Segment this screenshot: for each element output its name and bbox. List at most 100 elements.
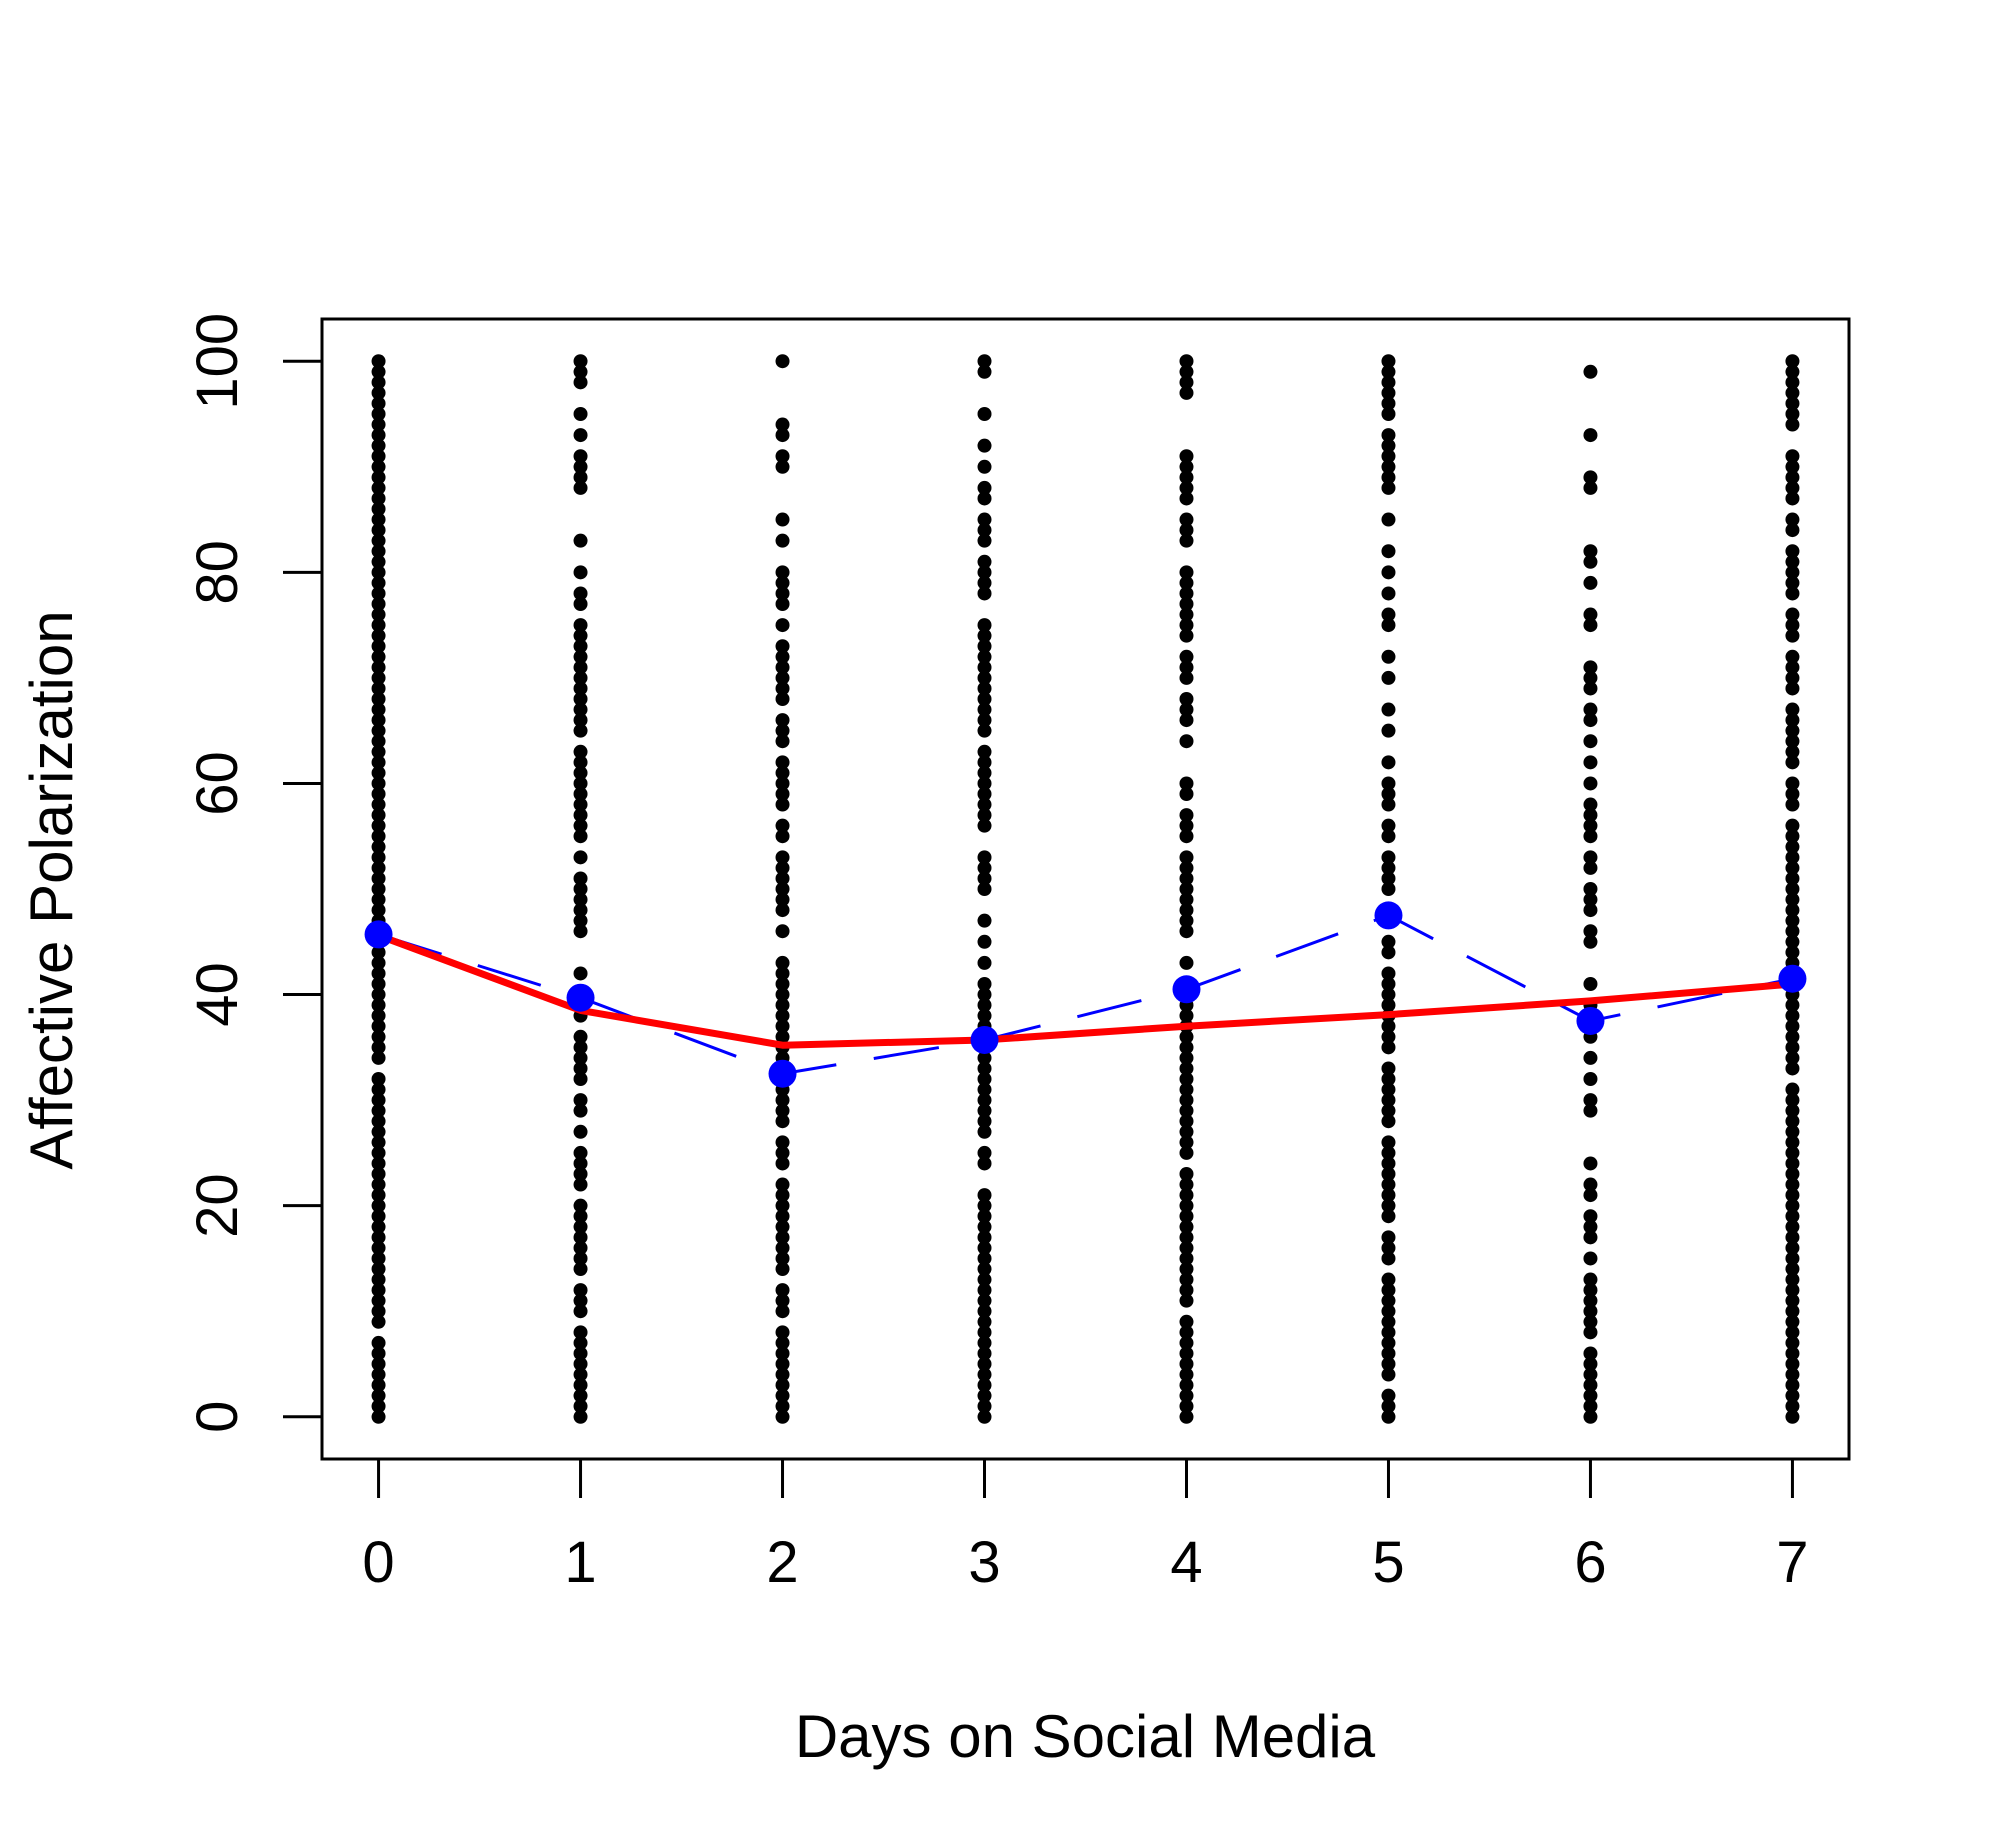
data-point — [371, 670, 386, 685]
data-point — [1381, 1198, 1396, 1213]
data-point — [775, 660, 790, 675]
data-point — [977, 491, 992, 506]
data-point — [1583, 702, 1598, 717]
data-point — [573, 797, 588, 812]
mean-point — [1172, 975, 1201, 1004]
data-point — [573, 1293, 588, 1308]
x-axis-title: Days on Social Media — [795, 1703, 1376, 1770]
data-point — [1583, 1177, 1598, 1192]
data-point — [1179, 649, 1194, 664]
data-point — [371, 364, 386, 379]
data-point — [1785, 1357, 1800, 1371]
data-point — [775, 575, 790, 590]
data-point — [573, 586, 588, 601]
data-point — [1785, 892, 1800, 907]
data-point — [775, 1114, 790, 1129]
data-point — [1785, 702, 1800, 717]
data-point — [977, 1082, 992, 1097]
data-point — [1785, 903, 1800, 918]
data-point — [1381, 1093, 1396, 1108]
data-point — [371, 998, 386, 1013]
data-point — [1583, 892, 1598, 907]
data-point — [573, 1240, 588, 1255]
data-point — [1179, 354, 1194, 369]
data-point — [1785, 1409, 1800, 1424]
data-point — [1583, 1050, 1598, 1065]
data-point — [1381, 1357, 1396, 1371]
data-point — [775, 354, 790, 369]
data-point — [775, 1209, 790, 1224]
scatter-points — [371, 354, 1800, 1424]
data-point — [1583, 1219, 1598, 1234]
data-point — [1583, 607, 1598, 622]
data-point — [371, 1283, 386, 1298]
data-point — [1381, 1230, 1396, 1245]
data-point — [775, 417, 790, 432]
data-point — [977, 913, 992, 928]
data-point — [1179, 1008, 1194, 1023]
data-point — [1179, 787, 1194, 801]
data-point — [977, 797, 992, 812]
data-point — [977, 639, 992, 654]
data-point — [371, 544, 386, 559]
data-point — [371, 818, 386, 833]
data-point — [1381, 850, 1396, 865]
data-point — [1179, 533, 1194, 548]
data-point — [977, 765, 992, 780]
data-point — [1785, 1061, 1800, 1076]
data-point — [977, 998, 992, 1013]
y-tick-label: 40 — [185, 962, 250, 1027]
data-point — [1381, 1314, 1396, 1329]
data-point — [1179, 913, 1194, 928]
data-point — [977, 1093, 992, 1108]
data-point — [1179, 1409, 1194, 1424]
data-point — [371, 1114, 386, 1129]
data-point — [371, 660, 386, 675]
data-point — [775, 597, 790, 611]
data-point — [1179, 882, 1194, 896]
data-point — [371, 607, 386, 622]
data-point — [1785, 628, 1800, 643]
data-point — [977, 1251, 992, 1266]
data-point — [1583, 808, 1598, 823]
data-point — [1381, 1061, 1396, 1076]
data-point — [573, 1029, 588, 1044]
data-point — [1179, 1198, 1194, 1213]
data-point — [573, 903, 588, 918]
data-point — [977, 1304, 992, 1319]
data-point — [1785, 1293, 1800, 1308]
data-point — [1381, 860, 1396, 875]
data-point — [1179, 1040, 1194, 1055]
data-point — [573, 480, 588, 495]
data-point — [1583, 1346, 1598, 1361]
data-point — [977, 1103, 992, 1118]
data-point — [1583, 1357, 1598, 1371]
data-point — [573, 765, 588, 780]
data-point — [371, 586, 386, 601]
data-point — [1381, 882, 1396, 896]
data-point — [977, 628, 992, 643]
data-point — [1381, 459, 1396, 474]
data-point — [371, 1019, 386, 1034]
data-point — [1381, 1156, 1396, 1171]
data-point — [371, 491, 386, 506]
data-point — [371, 1040, 386, 1055]
data-point — [1381, 934, 1396, 949]
data-point — [371, 1082, 386, 1097]
data-point — [1583, 934, 1598, 949]
data-point — [1785, 723, 1800, 738]
data-point — [573, 850, 588, 865]
data-point — [1583, 924, 1598, 939]
data-point — [775, 670, 790, 685]
data-point — [977, 702, 992, 717]
data-point — [1381, 1304, 1396, 1319]
data-point — [977, 512, 992, 527]
x-tick-label: 2 — [766, 1530, 798, 1595]
data-point — [1785, 713, 1800, 728]
data-point — [573, 829, 588, 844]
data-point — [977, 1156, 992, 1171]
data-point — [1583, 829, 1598, 844]
data-point — [1785, 1251, 1800, 1266]
data-point — [1785, 1029, 1800, 1044]
